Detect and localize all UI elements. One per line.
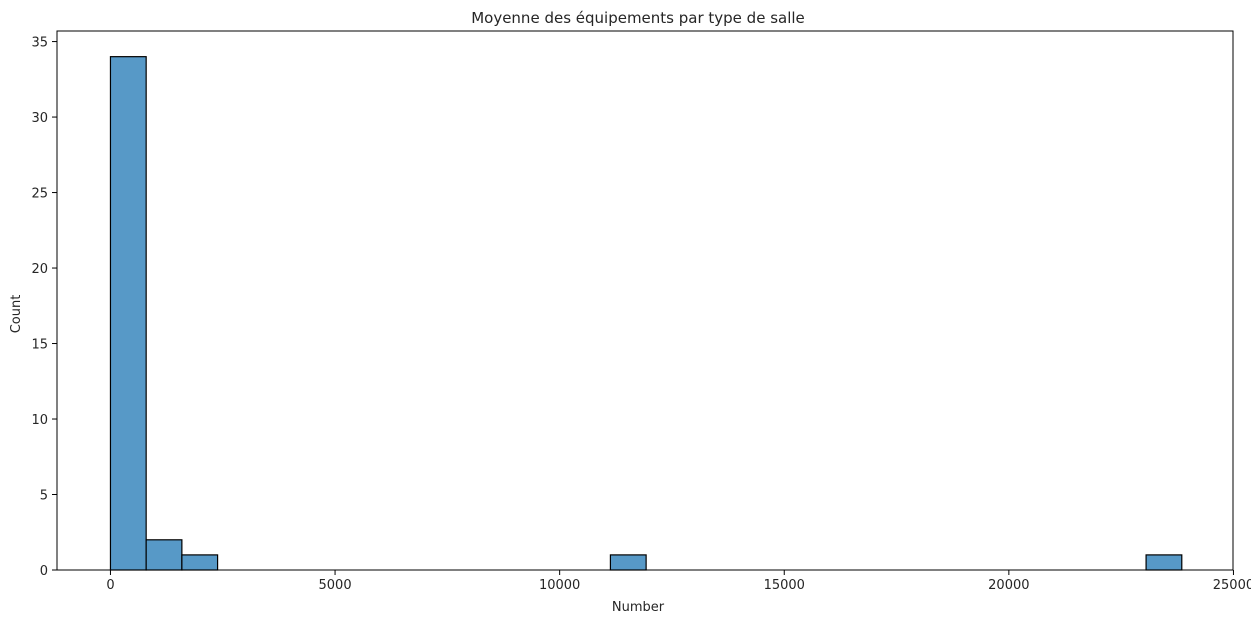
histogram-bar-1 xyxy=(145,539,183,571)
y-axis-ticks: 0 5 10 15 20 25 30 35 xyxy=(31,36,57,579)
histogram-bar-3 xyxy=(609,554,647,571)
x-tick-label: 5000 xyxy=(319,578,352,593)
y-tick-label: 10 xyxy=(31,413,48,428)
x-tick-label: 15000 xyxy=(764,578,805,593)
x-axis-ticks: 0 5000 10000 15000 20000 25000 xyxy=(106,570,1251,593)
x-tick-label: 0 xyxy=(106,578,114,593)
y-tick-label: 15 xyxy=(31,338,48,353)
y-tick-label: 20 xyxy=(31,262,48,277)
x-tick-label: 20000 xyxy=(988,578,1029,593)
y-tick-label: 30 xyxy=(31,111,48,126)
y-tick-label: 5 xyxy=(40,489,48,504)
histogram-bar-4 xyxy=(1145,554,1183,571)
histogram-bar-0 xyxy=(109,56,147,571)
chart-title: Moyenne des équipements par type de sall… xyxy=(471,9,805,27)
plot-frame xyxy=(56,30,1234,571)
bars-group xyxy=(109,56,1183,571)
x-tick-label: 25000 xyxy=(1213,578,1251,593)
x-axis-label: Number xyxy=(612,600,665,615)
y-tick-label: 25 xyxy=(31,187,48,202)
y-tick-label: 35 xyxy=(31,36,48,51)
y-axis-label: Count xyxy=(9,295,24,334)
x-tick-label: 10000 xyxy=(539,578,580,593)
y-tick-label: 0 xyxy=(40,564,48,579)
histogram-bar-2 xyxy=(181,554,219,571)
